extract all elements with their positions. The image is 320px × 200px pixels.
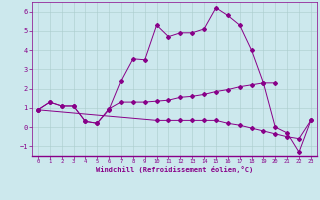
X-axis label: Windchill (Refroidissement éolien,°C): Windchill (Refroidissement éolien,°C)	[96, 166, 253, 173]
